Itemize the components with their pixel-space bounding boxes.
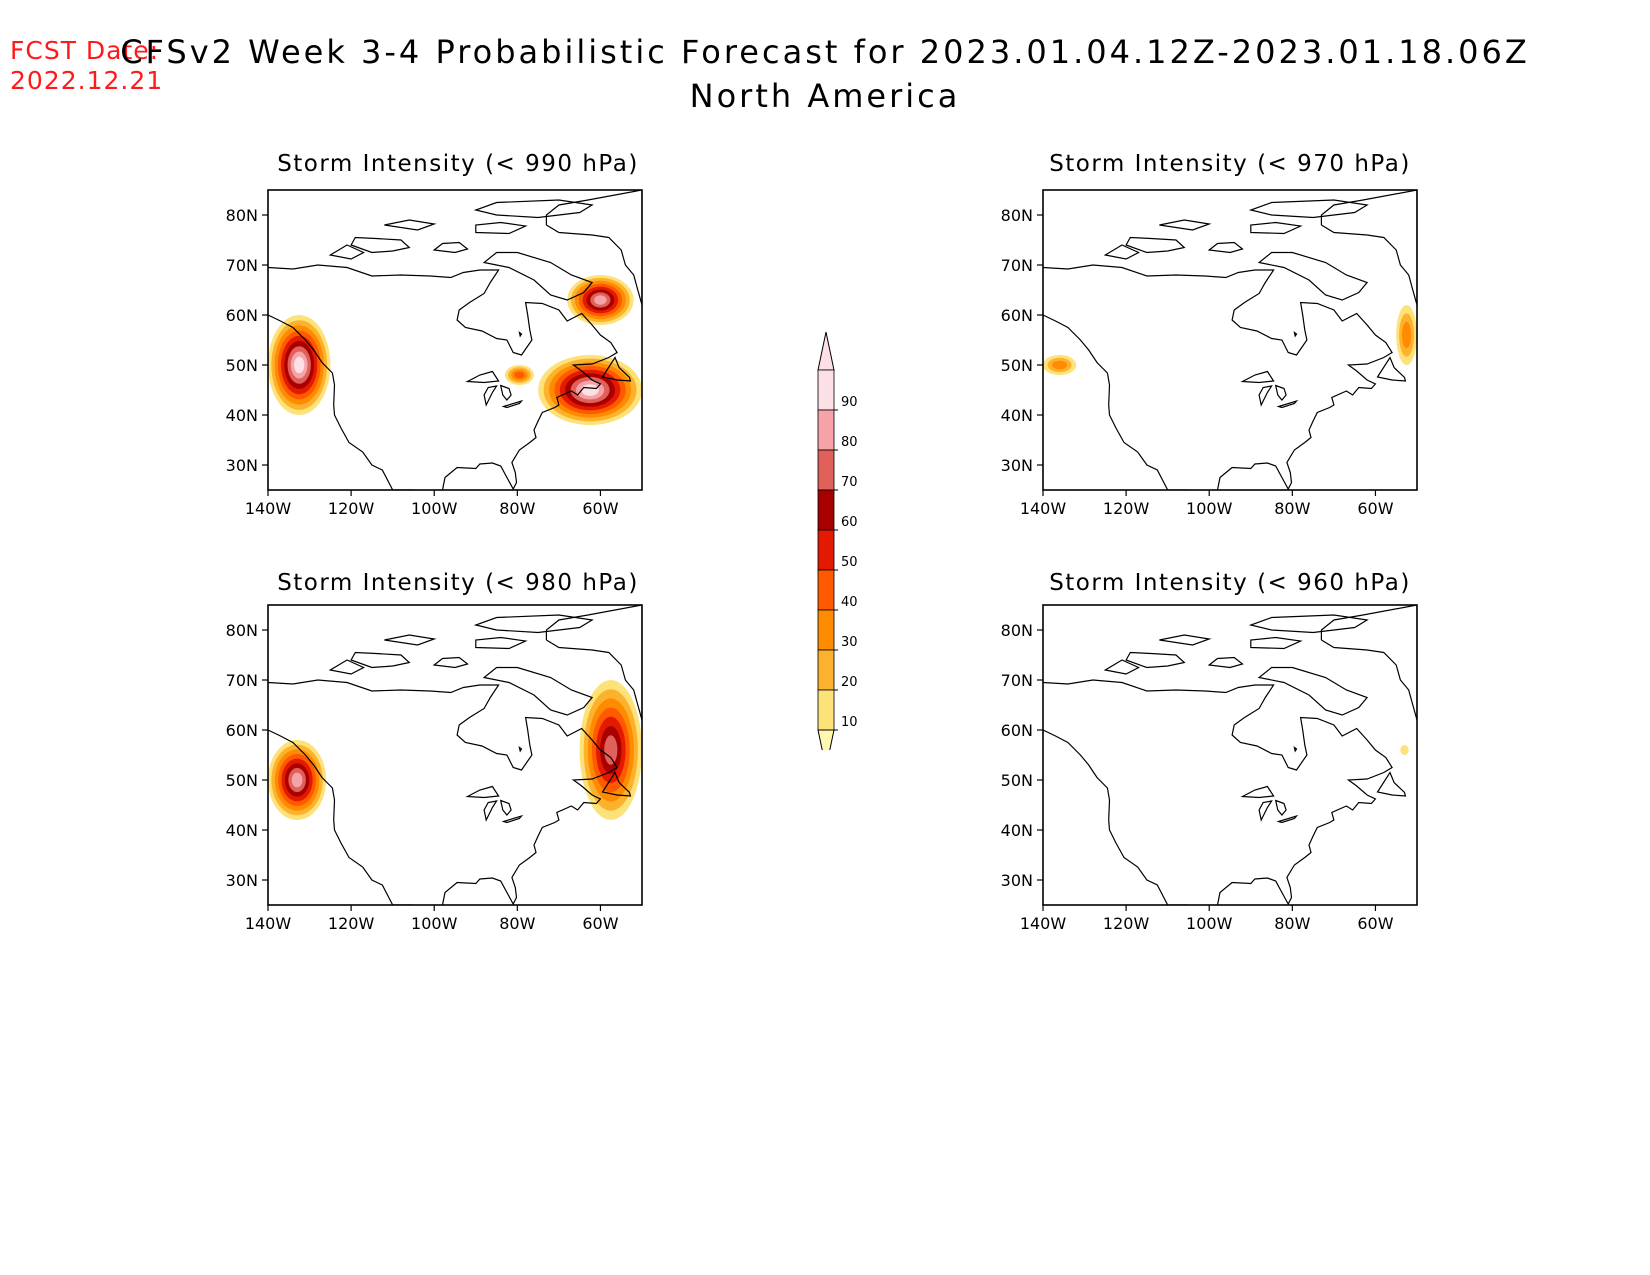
- coastlines: [268, 190, 642, 490]
- lon-tick-label: 120W: [1103, 914, 1150, 933]
- lon-tick-label: 120W: [328, 499, 375, 518]
- lat-tick-label: 30N: [1001, 456, 1033, 475]
- coastlines: [1043, 190, 1417, 490]
- lon-tick-label: 100W: [1186, 499, 1233, 518]
- lon-tick-label: 80W: [499, 499, 535, 518]
- colorbar-label: 90: [841, 395, 858, 410]
- map-frame: [1042, 604, 1418, 906]
- colorbar-swatch: [817, 569, 835, 611]
- lon-tick-label: 80W: [1274, 499, 1310, 518]
- lat-tick-label: 30N: [1001, 871, 1033, 890]
- lat-tick-label: 70N: [226, 256, 258, 275]
- coastlines: [1043, 605, 1417, 905]
- probability-contour: [291, 772, 303, 788]
- lat-tick-label: 30N: [226, 871, 258, 890]
- probability-contour: [294, 356, 305, 374]
- lat-tick-label: 70N: [1001, 671, 1033, 690]
- lon-tick-label: 80W: [1274, 914, 1310, 933]
- map-panel-970: 80N 70N 60N 50N 40N 30N 140W 120W 100W 80W 60W: [1001, 189, 1418, 518]
- panel-title-970: Storm Intensity (< 970 hPa): [1049, 151, 1411, 177]
- lon-tick-label: 120W: [328, 914, 375, 933]
- lat-tick-label: 70N: [1001, 256, 1033, 275]
- colorbar: 90 80 70 60 50 40 30 20 10: [817, 331, 858, 750]
- map-frame: [1042, 189, 1418, 491]
- lon-tick-label: 80W: [499, 914, 535, 933]
- panel-title-990: Storm Intensity (< 990 hPa): [277, 151, 639, 177]
- colorbar-label: 80: [841, 435, 858, 450]
- coastlines: [268, 605, 642, 905]
- colorbar-swatch: [817, 529, 835, 571]
- lat-tick-label: 60N: [1001, 721, 1033, 740]
- colorbar-swatch: [817, 609, 835, 651]
- map-frame: [267, 604, 643, 906]
- probability-contour: [1400, 745, 1409, 755]
- probability-contour: [514, 371, 525, 379]
- lat-tick-label: 50N: [226, 356, 258, 375]
- colorbar-label: 30: [841, 635, 858, 650]
- lon-tick-label: 120W: [1103, 499, 1150, 518]
- lat-tick-label: 80N: [226, 206, 258, 225]
- colorbar-label: 60: [841, 515, 858, 530]
- lat-tick-label: 60N: [226, 721, 258, 740]
- probability-contour: [604, 735, 618, 765]
- lon-tick-label: 100W: [411, 499, 458, 518]
- lon-tick-label: 100W: [1186, 914, 1233, 933]
- probability-contour: [1052, 360, 1067, 370]
- lat-tick-label: 60N: [226, 306, 258, 325]
- lon-tick-label: 60W: [1357, 914, 1393, 933]
- lat-tick-label: 40N: [226, 821, 258, 840]
- colorbar-swatch: [817, 489, 835, 531]
- lon-tick-label: 60W: [582, 499, 618, 518]
- map-frame: [267, 189, 643, 491]
- lat-tick-label: 50N: [226, 771, 258, 790]
- colorbar-label: 40: [841, 595, 858, 610]
- colorbar-swatch: [817, 649, 835, 691]
- colorbar-swatch: [817, 689, 835, 731]
- lat-tick-label: 40N: [1001, 821, 1033, 840]
- colorbar-swatch: [817, 369, 835, 411]
- lat-tick-label: 50N: [1001, 356, 1033, 375]
- lon-tick-label: 100W: [411, 914, 458, 933]
- lat-tick-label: 50N: [1001, 771, 1033, 790]
- colorbar-bottom-triangle: [817, 729, 835, 750]
- map-panel-960: 80N 70N 60N 50N 40N 30N 140W 120W 100W 80W 60W: [1001, 604, 1418, 933]
- lat-tick-label: 40N: [1001, 406, 1033, 425]
- colorbar-label: 70: [841, 475, 858, 490]
- main-title: CFSv2 Week 3-4 Probabilistic Forecast fo…: [120, 33, 1530, 71]
- lon-tick-label: 140W: [245, 914, 292, 933]
- colorbar-label: 50: [841, 555, 858, 570]
- map-panel-980: 80N 70N 60N 50N 40N 30N 140W 120W 100W 80W 60W: [226, 604, 643, 933]
- lat-tick-label: 70N: [226, 671, 258, 690]
- probability-contour: [594, 295, 607, 305]
- region-subtitle: North America: [689, 77, 961, 115]
- forecast-date: FCST Date: 2022.12.21: [10, 36, 163, 96]
- lon-tick-label: 140W: [1020, 914, 1067, 933]
- lat-tick-label: 80N: [226, 621, 258, 640]
- lat-tick-label: 60N: [1001, 306, 1033, 325]
- panel-title-980: Storm Intensity (< 980 hPa): [277, 570, 639, 596]
- lon-tick-label: 140W: [245, 499, 292, 518]
- lat-tick-label: 40N: [226, 406, 258, 425]
- lon-tick-label: 60W: [1357, 499, 1393, 518]
- panel-title-960: Storm Intensity (< 960 hPa): [1049, 570, 1411, 596]
- lat-tick-label: 80N: [1001, 621, 1033, 640]
- lon-tick-label: 60W: [582, 914, 618, 933]
- lon-tick-label: 140W: [1020, 499, 1067, 518]
- forecast-date-value: 2022.12.21: [10, 66, 164, 95]
- lat-tick-label: 80N: [1001, 206, 1033, 225]
- colorbar-swatch: [817, 409, 835, 451]
- probability-contour: [1402, 321, 1412, 349]
- forecast-date-label: FCST Date:: [10, 36, 160, 65]
- colorbar-swatch: [817, 449, 835, 491]
- colorbar-label: 10: [841, 715, 858, 730]
- map-panel-990: 80N 70N 60N 50N 40N 30N 140W 120W 100W 80W 60W: [226, 189, 643, 518]
- probability-contour: [581, 384, 599, 396]
- colorbar-top-triangle: [817, 331, 835, 371]
- colorbar-label: 20: [841, 675, 858, 690]
- page-title: CFSv2 Week 3-4 Probabilistic Forecast fo…: [0, 30, 1650, 118]
- lat-tick-label: 30N: [226, 456, 258, 475]
